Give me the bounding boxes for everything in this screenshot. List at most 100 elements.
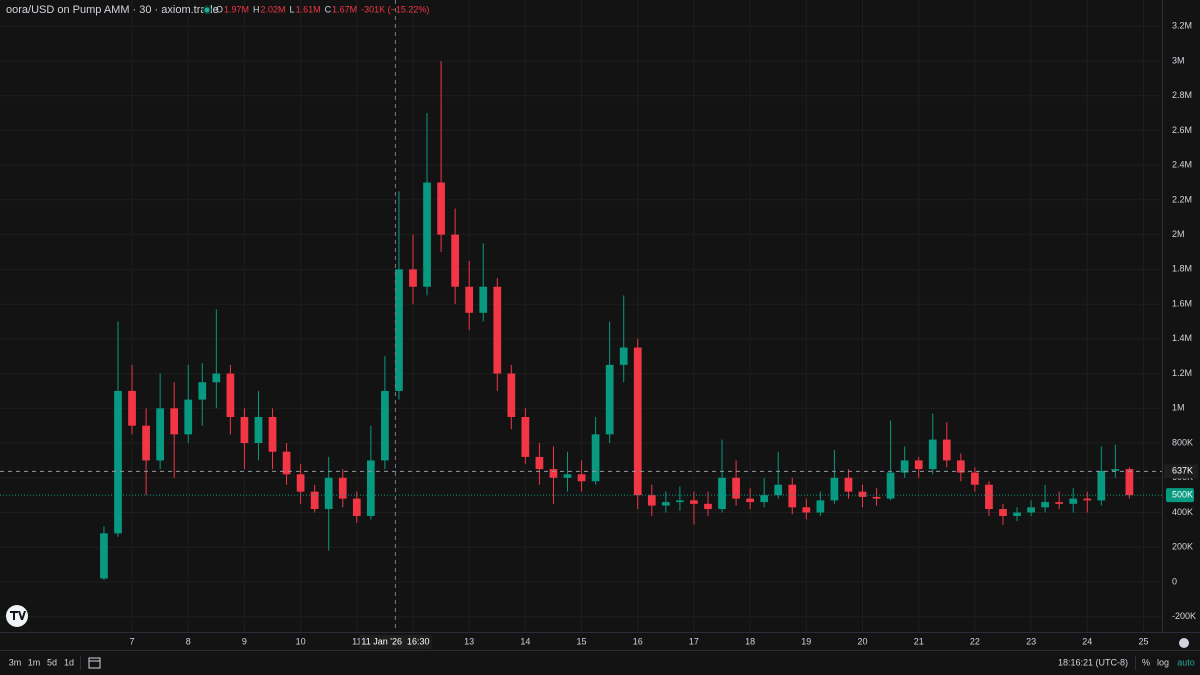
x-tick-label: 21: [914, 636, 924, 646]
candle-body: [928, 439, 937, 470]
y-tick-label: 2.6M: [1172, 125, 1192, 135]
candle-body: [451, 234, 459, 287]
candle-body: [816, 500, 825, 513]
scale-option[interactable]: auto: [1177, 657, 1195, 667]
candle-body: [1097, 470, 1106, 501]
candle-body: [128, 390, 136, 426]
y-tick-label: 0: [1172, 576, 1177, 586]
ohlc-change: -301K (−15.22%): [361, 4, 429, 14]
x-tick-label: 10: [296, 636, 306, 646]
candle-body: [591, 434, 600, 482]
range-button[interactable]: 1m: [28, 657, 41, 667]
crosshair-price-label: 637K: [1172, 466, 1193, 476]
x-tick-label: 19: [801, 636, 811, 646]
overlay: [0, 0, 1162, 632]
range-button[interactable]: 3m: [9, 657, 22, 667]
x-tick-label: 8: [186, 636, 191, 646]
candle-body: [114, 390, 122, 534]
candle-body: [310, 491, 319, 510]
x-tick-label: 15: [577, 636, 587, 646]
candle-body: [324, 477, 333, 510]
price-axis: -200K0200K400K600K800K1M1.2M1.4M1.6M1.8M…: [1164, 21, 1198, 621]
y-tick-label: 2.4M: [1172, 160, 1192, 170]
ohlc-value: 1.97M: [224, 4, 249, 14]
candle-body: [942, 439, 951, 461]
candle-body: [212, 373, 221, 383]
settings-dot[interactable]: [1179, 638, 1189, 648]
x-tick-label: 11: [352, 636, 361, 646]
y-tick-label: 1M: [1172, 403, 1185, 413]
candle-body: [479, 286, 488, 313]
scale-option[interactable]: %: [1142, 657, 1150, 667]
calendar-icon[interactable]: [88, 657, 101, 669]
settings-icon[interactable]: [1179, 638, 1189, 648]
y-tick-label: 400K: [1172, 507, 1193, 517]
x-tick-label: 7: [130, 636, 135, 646]
range-button[interactable]: 1d: [64, 657, 74, 667]
candle-body: [1069, 498, 1078, 504]
x-tick-label: 23: [1026, 636, 1036, 646]
candle-body: [900, 460, 909, 473]
ohlc-label: C: [325, 4, 332, 14]
candle-body: [563, 474, 572, 478]
ohlc-value: 2.02M: [261, 4, 286, 14]
ohlc-label: L: [290, 4, 295, 14]
candle-body: [1125, 469, 1134, 496]
ohlc-value: 1.61M: [296, 4, 321, 14]
ohlc-label: H: [253, 4, 260, 14]
logo-mark: [10, 611, 26, 620]
candles: [100, 60, 1134, 581]
candle-body: [437, 182, 445, 235]
candle-body: [423, 182, 431, 287]
candle-body: [802, 507, 811, 513]
candle-body: [872, 496, 881, 499]
candle-body: [999, 509, 1007, 516]
candle-body: [858, 491, 867, 497]
x-tick-label: 20: [858, 636, 868, 646]
candle-body: [296, 474, 305, 492]
candle-body: [605, 364, 614, 435]
y-tick-label: 3M: [1172, 55, 1185, 65]
crosshair-time-box: [359, 635, 432, 649]
last-price-box: [1166, 488, 1194, 503]
candle-body: [619, 347, 628, 365]
candle-body: [198, 382, 207, 400]
candle-body: [549, 469, 558, 478]
x-tick-label: 16: [633, 636, 643, 646]
candle-body: [1111, 469, 1120, 471]
candle-body: [240, 416, 249, 444]
candle-body: [142, 425, 150, 461]
y-tick-label: 200K: [1172, 542, 1193, 552]
time-axis: 7891011121314151617181920212223242511 Ja…: [130, 635, 1148, 649]
calendar-box[interactable]: [88, 657, 101, 669]
y-tick-label: 3.2M: [1172, 21, 1192, 31]
y-tick-label: 2.2M: [1172, 194, 1192, 204]
candle-body: [100, 533, 108, 579]
y-tick-label: 1.2M: [1172, 368, 1192, 378]
candle-body: [661, 502, 670, 506]
y-tick-label: -200K: [1172, 611, 1196, 621]
candle-body: [535, 456, 544, 470]
candle-body: [507, 373, 516, 417]
candle-body: [788, 484, 797, 508]
candle-body: [156, 408, 165, 461]
candle-body: [704, 503, 712, 510]
candle-body: [718, 477, 726, 510]
y-tick-label: 1.4M: [1172, 333, 1192, 343]
candle-body: [366, 460, 375, 516]
tv-logo: [6, 605, 28, 627]
range-button[interactable]: 5d: [47, 657, 57, 667]
candle-body: [1027, 507, 1035, 513]
crosshair-time-label: 11 Jan '26 16:30: [361, 636, 429, 646]
candle-body: [493, 286, 502, 374]
candle-body: [985, 484, 993, 510]
y-tick-label: 800K: [1172, 437, 1193, 447]
scale-option[interactable]: log: [1157, 657, 1169, 667]
ohlc-label: O: [216, 4, 223, 14]
candle-body: [746, 498, 754, 503]
candle-body: [1013, 512, 1021, 516]
candle-body: [774, 484, 783, 496]
y-tick-label: 1.6M: [1172, 298, 1192, 308]
